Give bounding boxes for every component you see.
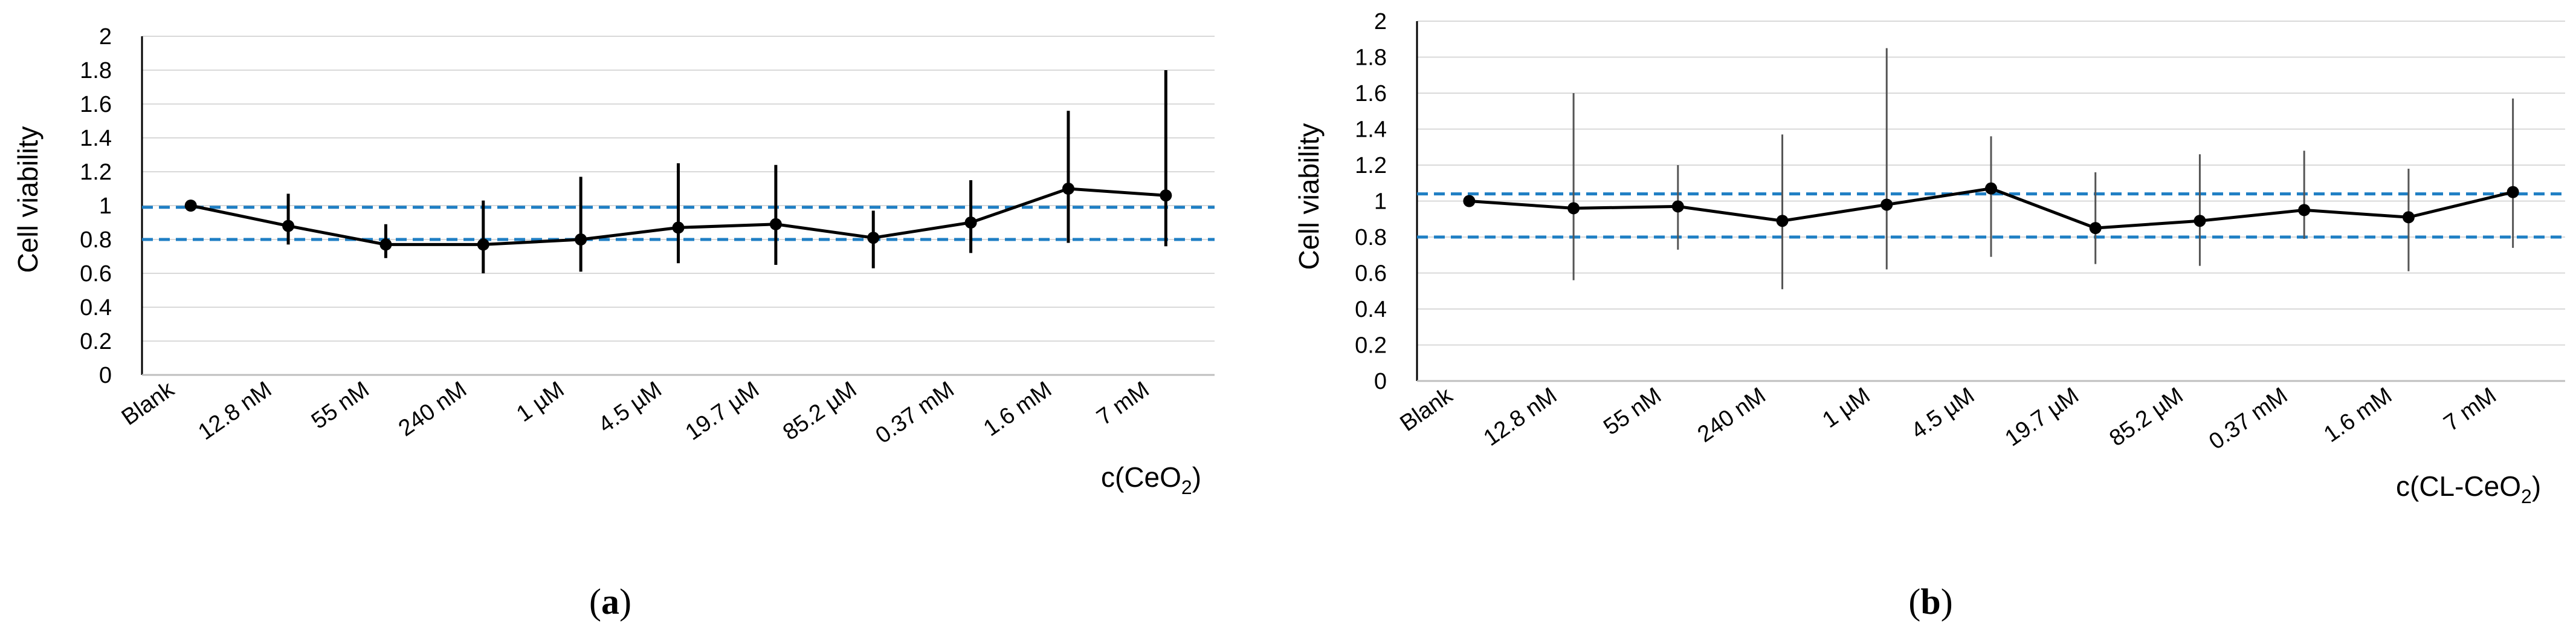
data-point: [2507, 186, 2519, 198]
x-tick-label: 1.6 mM: [979, 377, 1056, 441]
y-tick-label: 1.2: [1355, 153, 1387, 178]
y-tick-label: 2: [99, 24, 112, 50]
data-point: [184, 200, 197, 212]
x-tick-label: 55 nM: [1599, 383, 1666, 440]
y-tick-label: 0: [99, 363, 112, 388]
panel-label-a: (a): [589, 582, 631, 622]
x-tick-label: 4.5 µM: [1906, 383, 1979, 444]
data-point: [2089, 222, 2102, 235]
data-point: [1062, 183, 1074, 195]
y-tick-label: 0.2: [1355, 333, 1387, 359]
y-axis-label: Cell viability: [1293, 123, 1325, 270]
x-tick-label: Blank: [117, 376, 179, 430]
x-tick-label: 0.37 mM: [2204, 383, 2292, 455]
x-tick-label: 7 mM: [2439, 383, 2501, 437]
data-point: [1671, 200, 1684, 213]
data-point: [672, 221, 685, 234]
y-tick-label: 0.2: [80, 329, 112, 354]
data-point: [379, 238, 392, 251]
y-tick-label: 0: [1374, 369, 1387, 394]
panel-label-b: (b): [1908, 582, 1952, 622]
data-point: [1160, 189, 1172, 202]
x-tick-label: Blank: [1396, 382, 1458, 436]
data-point: [1880, 198, 1893, 211]
x-tick-label: 4.5 µM: [594, 377, 667, 438]
x-tick-label: 1.6 mM: [2319, 383, 2397, 447]
data-point: [2298, 204, 2311, 216]
x-tick-label: 0.37 mM: [871, 377, 959, 449]
y-tick-label: 1.8: [1355, 45, 1387, 71]
data-point: [575, 233, 587, 246]
chart-panel-b: Cell viability c(CL-CeO2) 0 0.2 0.4 0.6 0.8 1…: [1293, 9, 2565, 507]
y-tick-label: 1.6: [1355, 81, 1387, 106]
chart-panel-a: Cell viability c(CeO2) 0 0.2 0.4 0.6 0.8 1 1.2…: [12, 24, 1215, 498]
x-tick-label: 85.2 µM: [2105, 383, 2187, 452]
x-tick-label: 55 nM: [307, 377, 374, 434]
y-tick-label: 1.6: [80, 92, 112, 117]
data-point: [1776, 215, 1789, 227]
y-tick-label: 0.8: [80, 227, 112, 253]
x-tick-label: 7 mM: [1093, 377, 1154, 431]
data-point: [477, 238, 489, 251]
y-tick-label: 1.8: [80, 58, 112, 83]
data-point: [1567, 202, 1580, 215]
data-point: [1463, 195, 1476, 207]
y-tick-label: 1.4: [1355, 117, 1387, 143]
data-point: [2402, 211, 2415, 224]
y-tick-label: 0.8: [1355, 225, 1387, 250]
x-tick-label: 1 µM: [512, 377, 569, 427]
data-point: [2193, 215, 2206, 227]
y-tick-label: 1.4: [80, 126, 112, 151]
y-tick-label: 0.6: [80, 261, 112, 287]
x-tick-label: 19.7 µM: [2001, 383, 2084, 452]
x-tick-label: 12.8 nM: [1479, 383, 1562, 451]
y-tick-label: 1.2: [80, 160, 112, 185]
data-point: [964, 216, 977, 229]
y-tick-label: 1: [1374, 189, 1387, 215]
data-point: [282, 220, 295, 232]
x-tick-label: 1 µM: [1818, 383, 1875, 433]
y-tick-label: 0.6: [1355, 261, 1387, 287]
data-point: [867, 232, 880, 244]
data-point: [769, 218, 782, 230]
x-tick-label: 12.8 nM: [194, 377, 277, 445]
y-tick-label: 2: [1374, 9, 1387, 34]
x-tick-label: 85.2 µM: [778, 377, 861, 446]
x-tick-label: 240 nM: [394, 377, 471, 441]
data-point: [1985, 182, 1997, 195]
x-axis-label: c(CL-CeO2): [2396, 470, 2541, 507]
x-axis-label: c(CeO2): [1101, 461, 1201, 498]
y-tick-label: 0.4: [1355, 297, 1387, 322]
x-tick-label: 240 nM: [1693, 383, 1771, 447]
x-tick-label: 19.7 µM: [681, 377, 764, 446]
y-tick-label: 1: [99, 194, 112, 219]
y-axis-label: Cell viability: [12, 126, 44, 273]
y-tick-label: 0.4: [80, 295, 112, 320]
